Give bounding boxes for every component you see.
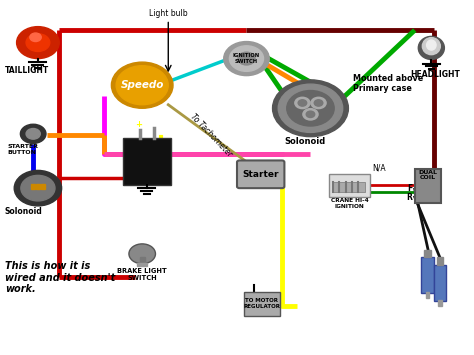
Circle shape: [306, 111, 315, 118]
Bar: [437, 257, 443, 265]
Circle shape: [17, 27, 59, 59]
Text: Speedo: Speedo: [120, 80, 164, 90]
Circle shape: [111, 62, 173, 108]
Circle shape: [273, 80, 348, 137]
Bar: [438, 300, 442, 306]
Text: Solonoid: Solonoid: [5, 207, 43, 215]
Ellipse shape: [427, 40, 436, 50]
Text: R: R: [407, 193, 412, 202]
Bar: [41, 184, 45, 189]
Bar: [31, 184, 35, 189]
Text: F: F: [407, 184, 412, 193]
Circle shape: [26, 34, 50, 51]
Circle shape: [295, 97, 310, 109]
Bar: [137, 263, 147, 266]
Text: TO MOTOR
REGULATOR: TO MOTOR REGULATOR: [243, 299, 281, 309]
Circle shape: [303, 109, 318, 120]
Circle shape: [30, 33, 41, 42]
Bar: [329, 174, 370, 197]
Text: Starter: Starter: [242, 170, 279, 179]
Bar: [36, 184, 40, 189]
Circle shape: [278, 84, 343, 132]
Bar: [434, 265, 446, 301]
FancyBboxPatch shape: [237, 160, 284, 188]
Circle shape: [314, 100, 323, 106]
Bar: [332, 182, 365, 192]
Circle shape: [14, 170, 62, 206]
Text: HEADLIGHT: HEADLIGHT: [410, 70, 460, 78]
Circle shape: [238, 52, 255, 65]
Bar: [421, 257, 434, 293]
Text: DUAL
COIL: DUAL COIL: [418, 170, 438, 180]
Circle shape: [116, 66, 168, 105]
Text: -: -: [153, 117, 157, 127]
Bar: [244, 292, 280, 316]
Text: +: +: [136, 120, 142, 129]
Circle shape: [129, 244, 155, 264]
Text: Solonoid: Solonoid: [284, 137, 326, 146]
Text: CRANE HI-4
IGNITION: CRANE HI-4 IGNITION: [331, 198, 368, 208]
Text: BRAKE LIGHT
SWITCH: BRAKE LIGHT SWITCH: [118, 268, 167, 281]
Text: STARTER
BUTTON: STARTER BUTTON: [7, 144, 38, 155]
Text: Mounted above
Primary case: Mounted above Primary case: [353, 74, 423, 93]
Circle shape: [21, 175, 55, 201]
Bar: [140, 257, 145, 264]
Bar: [123, 138, 171, 185]
Circle shape: [26, 129, 40, 139]
Circle shape: [298, 100, 307, 106]
Circle shape: [311, 97, 326, 109]
Text: IGNITION
SWITCH: IGNITION SWITCH: [233, 53, 260, 64]
Circle shape: [229, 46, 264, 71]
Ellipse shape: [422, 38, 440, 55]
Bar: [415, 169, 441, 203]
Text: Light bulb: Light bulb: [149, 10, 188, 18]
Bar: [424, 250, 431, 257]
Circle shape: [20, 124, 46, 143]
Circle shape: [224, 42, 269, 76]
Text: This is how it is
wired and it doesn't
work.: This is how it is wired and it doesn't w…: [5, 261, 115, 294]
Text: N/A: N/A: [372, 163, 386, 172]
Text: TAILLIGHT: TAILLIGHT: [5, 66, 49, 75]
Ellipse shape: [418, 36, 445, 60]
Bar: [426, 292, 429, 298]
Text: To Tachometer: To Tachometer: [188, 113, 234, 159]
Circle shape: [287, 91, 334, 126]
